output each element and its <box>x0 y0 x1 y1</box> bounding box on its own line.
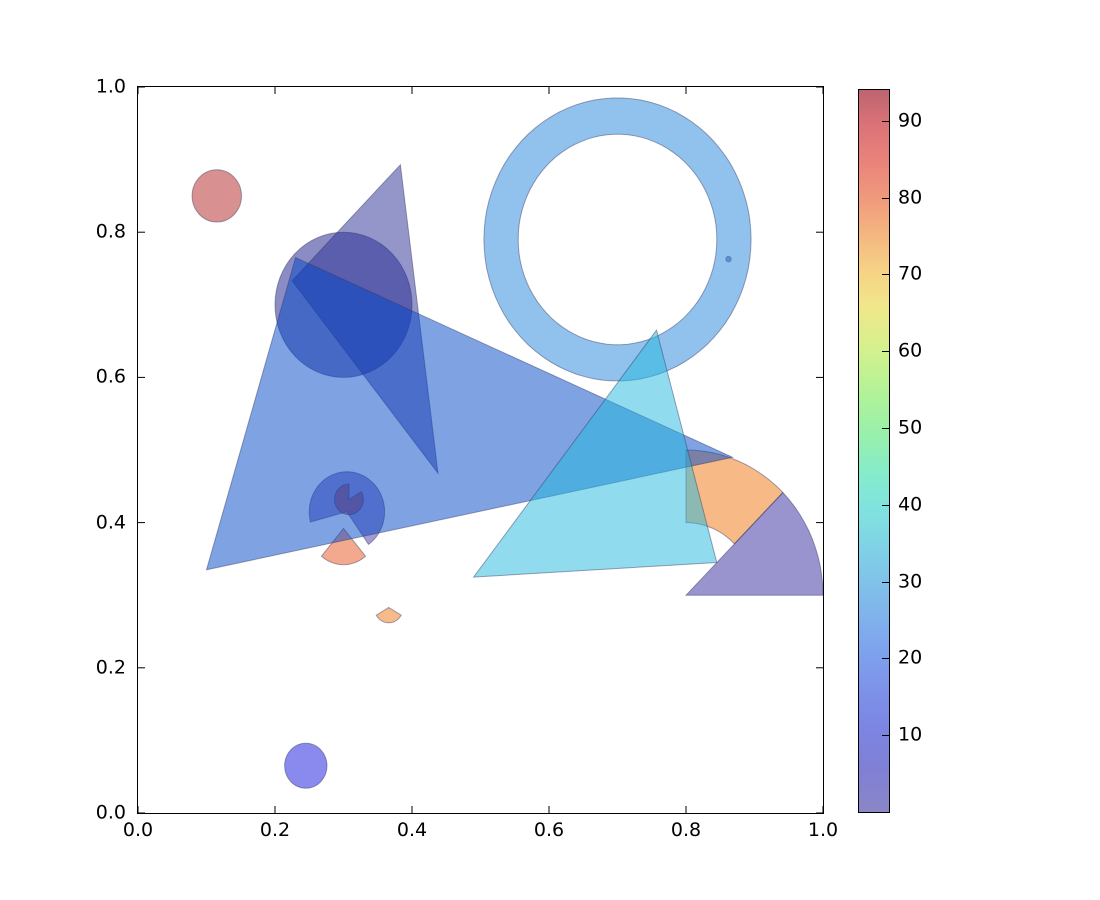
x-axis-tick-label: 0.0 <box>122 819 154 841</box>
colorbar-tick-mark <box>882 581 889 583</box>
x-axis-tick-label: 0.8 <box>670 819 702 841</box>
x-axis-tick-label: 0.6 <box>533 819 565 841</box>
colorbar-tick-mark <box>882 120 889 122</box>
x-axis-tick-label: 1.0 <box>807 819 839 841</box>
patches-canvas <box>138 87 823 813</box>
patch-triangle-cyan <box>472 329 718 578</box>
y-axis-tick-label: 0.2 <box>95 656 126 679</box>
plot-area <box>137 86 824 814</box>
y-axis-tick-label: 0.4 <box>95 511 126 534</box>
colorbar-tick-mark <box>882 274 889 276</box>
colorbar <box>858 89 890 813</box>
patch-wedge-sector-purple <box>684 491 823 596</box>
colorbar-tick-label: 20 <box>898 646 923 669</box>
y-axis-tick-label: 0.8 <box>95 220 126 243</box>
colorbar-tick-mark <box>882 197 889 199</box>
colorbar-tick-label: 30 <box>898 570 923 593</box>
colorbar-tick-label: 50 <box>898 416 923 439</box>
patch-wedge-tiny-orange <box>375 606 402 624</box>
colorbar-tick-label: 60 <box>898 339 923 362</box>
x-axis-tick-label: 0.4 <box>396 819 428 841</box>
colorbar-tick-label: 10 <box>898 723 923 746</box>
colorbar-tick-label: 70 <box>898 262 923 285</box>
y-axis-tick-label: 0.6 <box>95 365 126 388</box>
y-axis-tick-label: 1.0 <box>95 75 126 98</box>
colorbar-tick-mark <box>882 735 889 737</box>
patch-triangle-blue-large <box>205 256 735 571</box>
x-axis-tick-label: 0.2 <box>259 819 291 841</box>
patch-wedge-ring <box>483 97 752 382</box>
y-axis-tick-label: 0.0 <box>95 801 126 824</box>
patch-circle-red <box>191 169 243 223</box>
colorbar-tick-mark <box>882 428 889 429</box>
colorbar-tick-mark <box>882 658 889 660</box>
patch-wedge-small-orange <box>320 527 367 566</box>
colorbar-tick-mark <box>882 351 889 353</box>
colorbar-tick-label: 40 <box>898 493 923 516</box>
patch-circle-blue <box>284 742 328 789</box>
colorbar-tick-label: 90 <box>898 109 923 132</box>
colorbar-tick-label: 80 <box>898 186 923 208</box>
colorbar-gradient <box>859 90 889 812</box>
colorbar-tick-mark <box>882 504 889 506</box>
